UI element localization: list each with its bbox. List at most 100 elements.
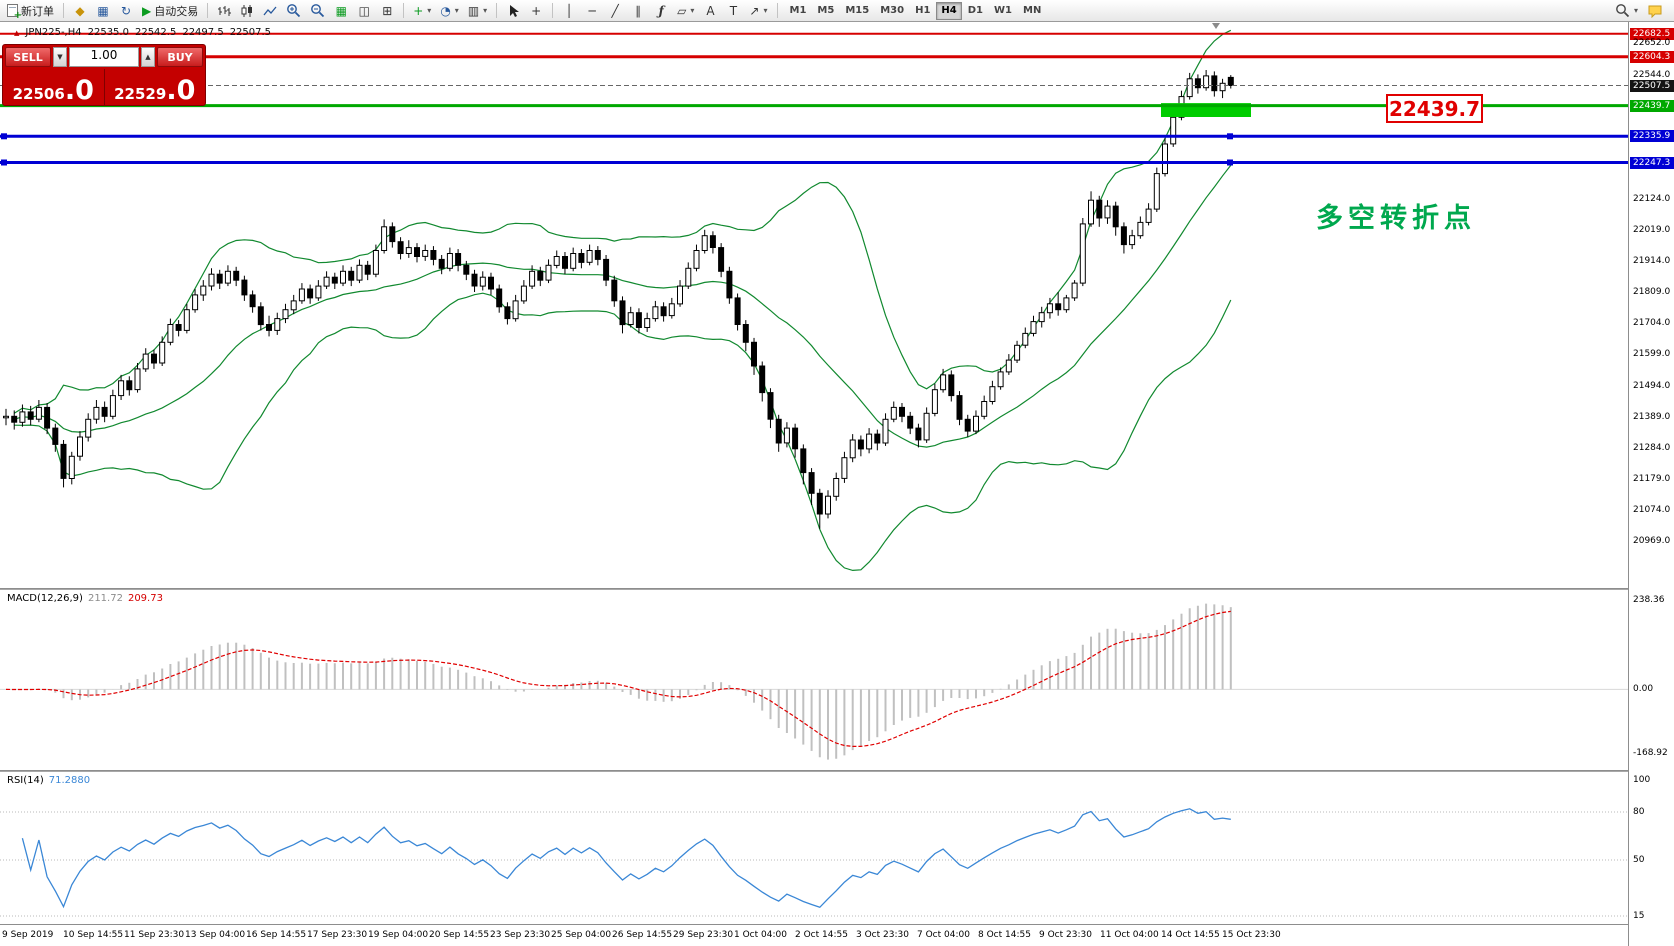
time-axis-label: 23 Sep 23:30 (490, 930, 551, 940)
volume-decrease-button[interactable]: ▼ (53, 47, 67, 67)
candle-body (471, 273, 478, 287)
tab-timeframe-m15[interactable]: M15 (840, 2, 874, 20)
toolbar-separator (207, 3, 209, 18)
text-tool-button[interactable]: A (699, 2, 721, 20)
autotrading-button[interactable]: ▶ 自动交易 (138, 2, 202, 20)
buy-button[interactable]: BUY (157, 47, 203, 67)
time-axis-label: 16 Sep 14:55 (246, 930, 307, 940)
templates-button[interactable]: ▥ ▾ (464, 2, 491, 20)
turning-point-annotation[interactable]: 多空转折点 (1316, 203, 1476, 234)
zoom-out-button[interactable] (306, 2, 329, 20)
periods-button[interactable]: ◔ ▾ (436, 2, 463, 20)
rsi-canvas[interactable] (0, 772, 1628, 924)
chart-marker-icon: ▲ (14, 28, 20, 37)
volume-input[interactable]: 1.00 (69, 47, 139, 67)
macd-label: MACD(12,26,9) 211.72 209.73 (7, 593, 163, 604)
panel-divider[interactable] (0, 588, 1674, 590)
toolbar-separator (776, 3, 778, 18)
vertical-line-tool-button[interactable]: │ (558, 2, 580, 20)
price-scale-label: 22439.7 (1630, 99, 1674, 112)
macd-canvas[interactable] (0, 590, 1628, 770)
bollinger-band (14, 164, 1232, 448)
arrange-windows-button[interactable]: ◫ (353, 2, 375, 20)
volume-increase-button[interactable]: ▲ (141, 47, 155, 67)
trendline-tool-button[interactable]: ╱ (604, 2, 626, 20)
new-order-button[interactable]: 新订单 (3, 2, 58, 21)
candle-body (570, 253, 577, 269)
community-chat-button[interactable] (1644, 2, 1667, 20)
fibonacci-tool-button[interactable]: ƒ (650, 2, 672, 20)
horizontal-line-tool-button[interactable]: ─ (581, 2, 603, 20)
candle-body (274, 318, 281, 331)
cascade-windows-button[interactable]: ⊞ (376, 2, 398, 20)
candle-body (315, 285, 322, 299)
tab-timeframe-h1[interactable]: H1 (910, 2, 935, 20)
channel-tool-button[interactable]: ∥ (627, 2, 649, 20)
candle-body (44, 406, 51, 429)
sell-price-pips: .0 (64, 75, 94, 107)
arrows-tool-button[interactable]: ↗ ▾ (745, 2, 771, 20)
line-handle[interactable] (1, 159, 7, 166)
market-watch-button[interactable]: ▦ (92, 2, 114, 20)
tab-timeframe-mn[interactable]: MN (1018, 2, 1046, 20)
tab-timeframe-m30[interactable]: M30 (875, 2, 909, 20)
candle-body (989, 386, 996, 403)
indicators-button[interactable]: + ▾ (409, 2, 435, 20)
line-handle[interactable] (1227, 133, 1233, 140)
candle-body (1219, 82, 1226, 92)
one-click-trade-panel: SELL ▼ 1.00 ▲ BUY 22506 .0 22529 .0 (2, 44, 206, 106)
candle-body (775, 418, 782, 444)
sell-button[interactable]: SELL (5, 47, 51, 67)
time-axis-label: 25 Sep 04:00 (551, 930, 612, 940)
line-chart-mode-button[interactable] (259, 2, 281, 20)
panel-divider[interactable] (0, 770, 1674, 772)
candle-body (504, 306, 511, 320)
candle-body (118, 380, 125, 397)
sell-price-main: 22506 (12, 84, 65, 103)
chevron-down-icon: ▾ (427, 6, 432, 15)
depth-of-market-button[interactable]: ◆ (69, 2, 91, 20)
candle-body (11, 415, 18, 423)
tab-timeframe-w1[interactable]: W1 (989, 2, 1017, 20)
text-label-tool-button[interactable]: T (722, 2, 744, 20)
price-scale-label: 22604.3 (1630, 50, 1674, 63)
main-chart-canvas[interactable] (0, 22, 1628, 588)
shapes-tool-button[interactable]: ▱ ▾ (673, 2, 698, 20)
candle-body (1227, 76, 1234, 87)
cursor-button[interactable] (502, 2, 524, 20)
price-scale[interactable]: 22682.5 22652.0 22604.3 22544.0 22507.5 22439… (1628, 22, 1674, 946)
zoom-in-button[interactable] (282, 2, 305, 20)
tab-timeframe-d1[interactable]: D1 (963, 2, 988, 20)
price-annotation-label[interactable]: 22439.7 (1386, 94, 1483, 123)
candle-body (627, 312, 634, 326)
candle-body (742, 324, 749, 343)
tile-windows-button[interactable]: ▦ (330, 2, 352, 20)
time-axis-label: 2 Oct 14:55 (795, 930, 848, 940)
line-handle[interactable] (1227, 159, 1233, 166)
candle-body (562, 256, 568, 269)
candle-body (446, 253, 453, 269)
candle-body (35, 406, 42, 420)
line-handle[interactable] (1, 133, 7, 140)
candle-body (1071, 282, 1078, 299)
buy-price[interactable]: 22529 .0 (103, 69, 206, 105)
candle-body (1088, 199, 1094, 225)
refresh-button[interactable]: ↻ (115, 2, 137, 20)
crosshair-icon: + (531, 3, 542, 18)
crosshair-button[interactable]: + (525, 2, 547, 20)
toolbar: 新订单 ◆ ▦ ↻ ▶ 自动交易 ▦ ◫ ⊞ + ▾ (0, 0, 1674, 22)
candle-body (364, 264, 371, 275)
candle-body (438, 258, 445, 269)
tab-timeframe-m1[interactable]: M1 (785, 2, 812, 20)
sell-price[interactable]: 22506 .0 (3, 69, 104, 105)
candle-body (175, 324, 182, 331)
rsi-line (21, 808, 1231, 909)
bar-chart-mode-button[interactable] (213, 2, 235, 20)
search-button[interactable]: ▾ (1611, 2, 1642, 20)
tab-timeframe-h4[interactable]: H4 (936, 1, 962, 20)
time-axis[interactable]: 9 Sep 2019 10 Sep 14:55 11 Sep 23:30 13 Sep… (0, 924, 1628, 946)
candlestick-mode-button[interactable] (236, 2, 258, 20)
toolbar-separator (552, 3, 554, 18)
candle-body (553, 256, 560, 266)
tab-timeframe-m5[interactable]: M5 (812, 2, 839, 20)
